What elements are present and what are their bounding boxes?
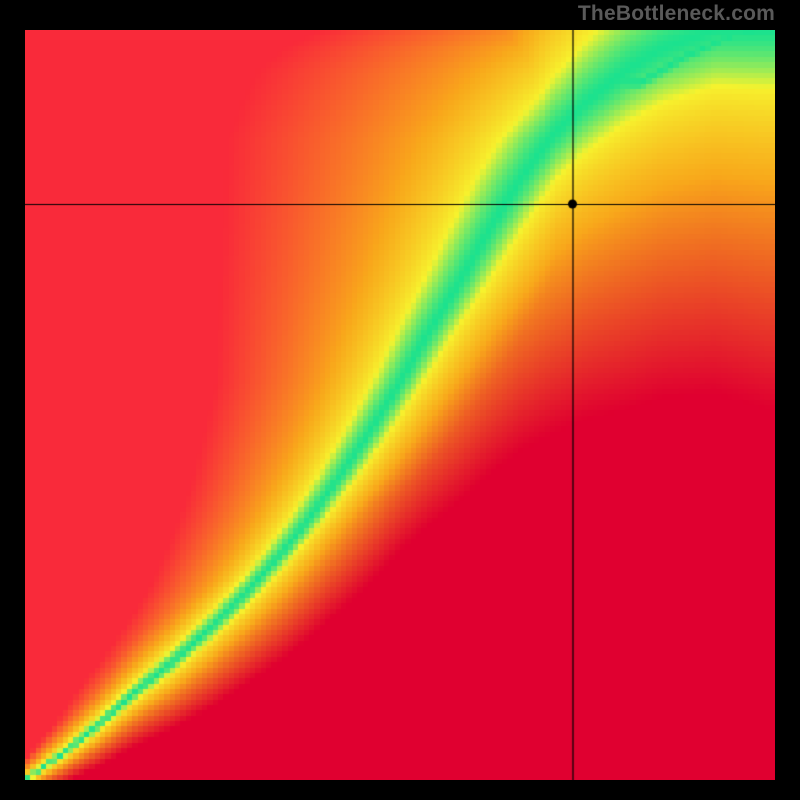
bottleneck-heatmap <box>25 30 775 780</box>
watermark-text: TheBottleneck.com <box>578 2 775 26</box>
chart-container: TheBottleneck.com <box>0 0 800 800</box>
